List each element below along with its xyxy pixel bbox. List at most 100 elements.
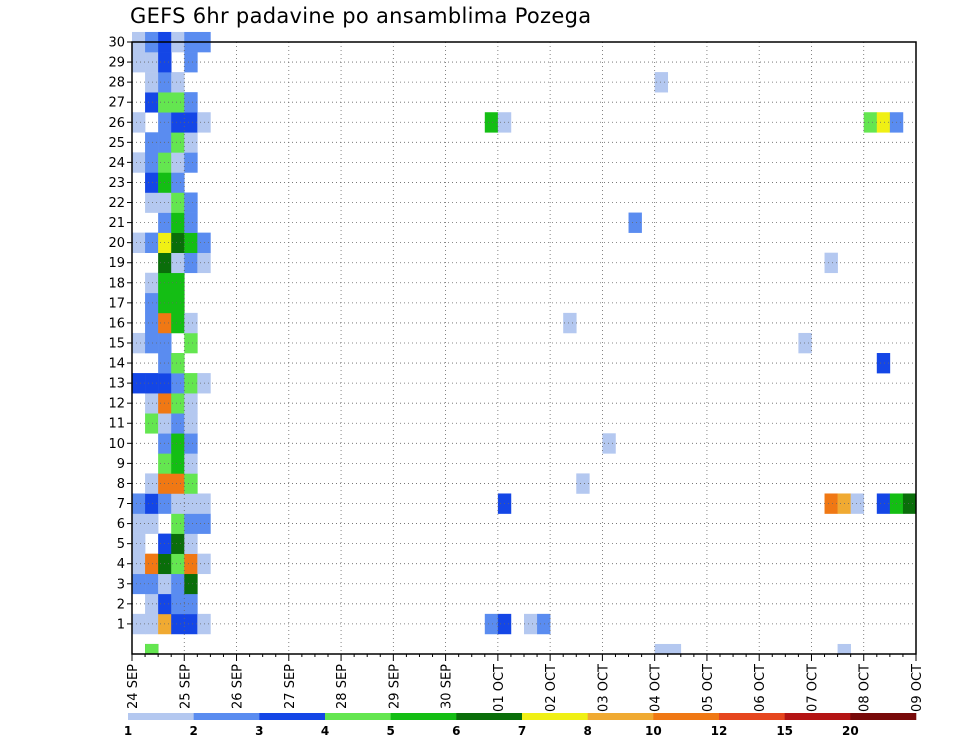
x-tick-label: 02 OCT	[544, 664, 559, 712]
heatmap-cell	[171, 473, 185, 494]
heatmap-cell	[667, 643, 682, 654]
heatmap-cell	[145, 52, 159, 73]
heatmap-cell	[171, 433, 185, 454]
heatmap-cell	[184, 573, 198, 595]
legend-label: 8	[583, 724, 591, 738]
heatmap-cell	[171, 212, 185, 233]
heatmap-cell	[184, 493, 198, 514]
heatmap-cell	[602, 433, 616, 454]
heatmap-cell	[171, 152, 185, 173]
y-tick-label: 23	[108, 176, 125, 191]
y-tick-label: 27	[108, 96, 125, 111]
heatmap-cell	[484, 112, 499, 133]
heatmap-cell	[171, 252, 185, 274]
heatmap-cell	[171, 272, 185, 294]
y-tick-label: 19	[108, 256, 125, 271]
x-tick-label: 04 OCT	[649, 664, 664, 712]
x-tick-label: 09 OCT	[910, 664, 925, 712]
heatmap-cell	[184, 393, 198, 414]
heatmap-cell	[824, 493, 838, 514]
legend-label: 4	[321, 724, 329, 738]
heatmap-cell	[171, 72, 185, 93]
y-tick-label: 13	[108, 377, 125, 392]
heatmap-cell	[171, 112, 185, 133]
legend-swatch	[850, 713, 917, 720]
chart-title: GEFS 6hr padavine po ansamblima Pozega	[130, 4, 592, 28]
heatmap-cell	[171, 312, 185, 334]
heatmap-cell	[132, 52, 146, 73]
heatmap-cell	[171, 373, 185, 394]
heatmap-cell	[171, 172, 185, 193]
y-tick-label: 12	[108, 397, 125, 412]
x-tick-label: 25 SEP	[178, 664, 193, 709]
heatmap-cell	[145, 573, 159, 595]
legend-swatch	[784, 713, 851, 720]
heatmap-cell	[145, 553, 159, 575]
y-tick-label: 1	[117, 617, 125, 632]
heatmap-cell	[184, 132, 198, 153]
heatmap-cell	[145, 152, 159, 173]
heatmap-cell	[132, 513, 146, 534]
heatmap-cell	[171, 393, 185, 414]
heatmap-cell	[184, 553, 198, 575]
legend-swatch	[653, 713, 720, 720]
heatmap-cell	[850, 493, 865, 514]
x-tick-label: 29 SEP	[387, 664, 402, 709]
heatmap-cell	[184, 373, 198, 394]
heatmap-cell	[145, 473, 159, 494]
heatmap-cell	[184, 192, 198, 213]
heatmap-cell	[145, 72, 159, 93]
heatmap-cell	[145, 373, 159, 394]
legend-label: 6	[452, 724, 460, 738]
y-tick-label: 22	[108, 196, 125, 211]
heatmap-cell	[145, 593, 159, 615]
heatmap-cell	[145, 332, 159, 354]
heatmap-cell	[145, 312, 159, 334]
legend-label: 15	[776, 724, 793, 738]
heatmap-cell	[171, 353, 185, 374]
heatmap-cell	[184, 332, 198, 354]
y-tick-label: 16	[108, 316, 125, 331]
heatmap-cell	[171, 192, 185, 213]
legend-swatch	[390, 713, 457, 720]
heatmap-cell	[145, 393, 159, 414]
heatmap-cell	[171, 292, 185, 314]
y-tick-label: 11	[108, 417, 125, 432]
heatmap-cell	[184, 413, 198, 434]
x-tick-label: 07 OCT	[805, 664, 820, 712]
y-axis: 1234567891011121314151617181920212223242…	[108, 36, 132, 632]
legend-swatch	[587, 713, 654, 720]
heatmap-cell	[132, 112, 146, 133]
y-tick-label: 2	[117, 597, 125, 612]
y-tick-label: 24	[108, 156, 125, 171]
heatmap-cell	[798, 332, 812, 354]
heatmap-cell	[524, 613, 538, 635]
heatmap-cell	[171, 92, 185, 113]
heatmap-cell	[145, 172, 159, 193]
heatmap-cell	[145, 192, 159, 213]
legend-label: 10	[645, 724, 662, 738]
legend-swatch	[259, 713, 326, 720]
heatmap-cell	[132, 613, 146, 635]
heatmap-cell	[184, 252, 198, 274]
y-tick-label: 9	[117, 457, 125, 472]
heatmap-cell	[171, 553, 185, 575]
heatmap-cell	[902, 493, 917, 514]
heatmap-cell	[171, 493, 185, 514]
heatmap-cell	[145, 272, 159, 294]
legend-label: 5	[386, 724, 394, 738]
heatmap-cell	[184, 232, 198, 253]
heatmap-cell	[145, 613, 159, 635]
heatmap-cell	[171, 573, 185, 595]
heatmap-cell	[628, 212, 642, 233]
heatmap-cell	[171, 232, 185, 253]
heatmap-cell	[654, 72, 669, 93]
x-tick-label: 30 SEP	[440, 664, 455, 709]
heatmap-cell	[876, 353, 891, 374]
heatmap-cell	[171, 593, 185, 615]
heatmap-cell	[184, 112, 198, 133]
y-tick-label: 21	[108, 216, 125, 231]
heatmap-cell	[654, 643, 669, 654]
color-legend: 1 2 3 4 5 6 7 8 10 12 15 20	[124, 713, 917, 738]
